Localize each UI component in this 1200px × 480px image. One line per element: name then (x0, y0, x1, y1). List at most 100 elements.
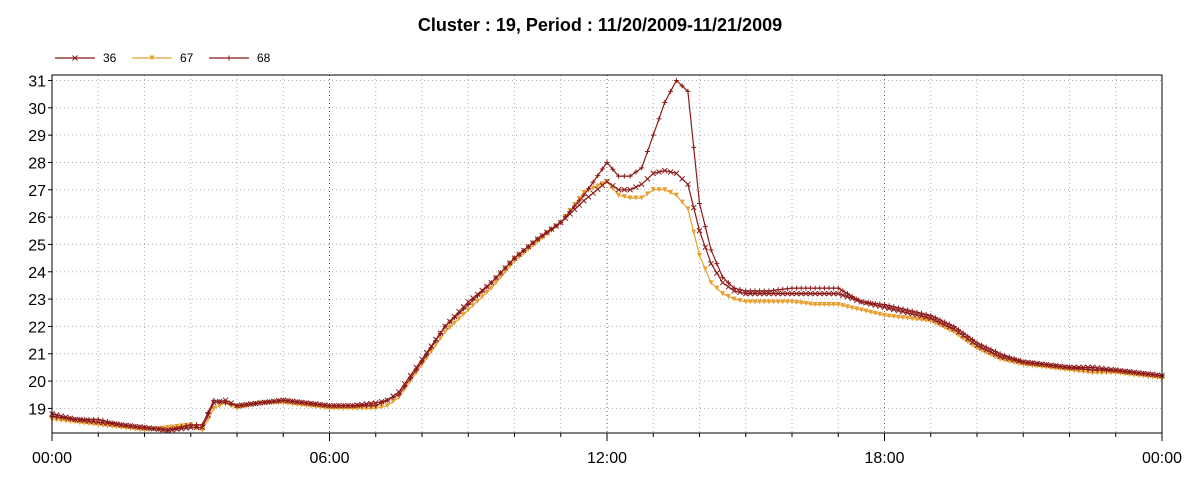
series-marker-68 (650, 132, 656, 138)
series-marker-68 (1053, 363, 1059, 369)
series-marker-67 (379, 404, 385, 410)
series-marker-36 (890, 306, 897, 313)
series-marker-67 (835, 302, 841, 308)
series-marker-68 (1108, 367, 1114, 373)
series-marker-67 (891, 314, 897, 320)
series-marker-36 (667, 169, 674, 175)
series-marker-68 (72, 416, 78, 422)
series-marker-68 (1071, 365, 1077, 371)
series-marker-68 (1150, 372, 1156, 378)
series-marker-67 (761, 299, 767, 305)
series-marker-68 (350, 403, 356, 409)
series-marker-68 (407, 375, 413, 381)
series-marker-68 (456, 310, 462, 316)
series-marker-68 (808, 285, 813, 291)
series-marker-68 (1006, 354, 1012, 360)
series-marker-68 (1076, 366, 1082, 372)
series-marker-36 (222, 397, 229, 404)
series-marker-67 (498, 274, 504, 280)
series-marker-68 (539, 233, 545, 239)
series-marker-68 (558, 220, 564, 226)
series-marker-67 (456, 316, 462, 322)
series-marker-67 (502, 269, 508, 275)
x-tick-label: 00:00 (1142, 450, 1182, 467)
grid-lines (52, 75, 1162, 433)
series-marker-68 (68, 416, 73, 422)
series-marker-67 (1090, 370, 1096, 376)
series-marker-67 (1104, 370, 1109, 376)
series-marker-67 (831, 302, 837, 308)
series-marker-36 (793, 290, 800, 297)
series-marker-36 (775, 290, 781, 297)
series-marker-68 (812, 285, 818, 291)
series-marker-67 (720, 291, 726, 297)
series-marker-36 (886, 305, 892, 312)
series-marker-67 (1094, 370, 1100, 376)
series-marker-67 (905, 315, 911, 321)
series-marker-67 (470, 303, 476, 309)
series-marker-67 (854, 306, 860, 312)
series-marker-68 (280, 397, 286, 403)
legend-swatch-marker (226, 55, 232, 61)
series-marker-67 (475, 298, 480, 304)
series-marker-68 (331, 403, 337, 409)
series-marker-36 (766, 290, 772, 297)
series-marker-36 (609, 182, 616, 189)
series-marker-68 (183, 423, 189, 429)
series-marker-68 (932, 315, 938, 321)
series-marker-68 (965, 333, 971, 339)
x-tick-label: 12:00 (587, 450, 627, 467)
series-marker-67 (731, 296, 737, 302)
series-marker-36 (742, 290, 749, 297)
series-marker-67 (702, 266, 708, 272)
series-marker-68 (951, 323, 957, 329)
series-marker-67 (882, 312, 887, 318)
series-marker-68 (217, 399, 223, 405)
series-marker-68 (1136, 370, 1142, 376)
series-marker-68 (886, 303, 892, 309)
series-marker-67 (442, 329, 448, 335)
series-marker-68 (165, 427, 171, 433)
series-marker-67 (364, 405, 369, 411)
series-marker-67 (465, 307, 471, 313)
series-marker-68 (858, 299, 864, 305)
series-marker-68 (662, 99, 668, 105)
series-marker-67 (757, 299, 763, 305)
series-marker-68 (299, 399, 305, 405)
series-marker-36 (685, 181, 691, 188)
series-line-67 (51, 180, 1163, 432)
series-marker-36 (679, 175, 686, 182)
series-marker-67 (590, 185, 596, 191)
series-marker-68 (1113, 367, 1119, 373)
series-marker-68 (720, 274, 726, 280)
series-marker-36 (599, 182, 606, 189)
series-marker-68 (668, 88, 674, 94)
series-marker-67 (627, 195, 633, 201)
series-marker-67 (784, 299, 790, 305)
series-marker-68 (766, 288, 772, 294)
series-marker-67 (359, 405, 365, 411)
series-marker-36 (627, 186, 633, 193)
series-marker-68 (803, 285, 809, 291)
series-marker-68 (599, 166, 605, 172)
series-marker-36 (909, 310, 916, 317)
series-marker-68 (1062, 364, 1068, 370)
series-marker-68 (488, 280, 494, 286)
series-marker-67 (396, 394, 402, 400)
series-marker-67 (840, 303, 846, 309)
series-layer (49, 77, 1165, 434)
series-marker-36 (923, 314, 929, 320)
series-marker-68 (262, 399, 268, 405)
series-marker-68 (1122, 368, 1128, 374)
series-marker-68 (840, 288, 846, 294)
series-marker-68 (757, 288, 763, 294)
series-marker-68 (142, 425, 147, 431)
series-marker-68 (562, 214, 568, 220)
series-marker-68 (752, 288, 758, 294)
series-marker-36 (594, 186, 601, 193)
series-marker-68 (644, 149, 650, 155)
series-marker-67 (877, 311, 883, 317)
series-marker-67 (599, 181, 605, 187)
series-marker-36 (803, 290, 809, 297)
series-marker-36 (615, 186, 622, 193)
